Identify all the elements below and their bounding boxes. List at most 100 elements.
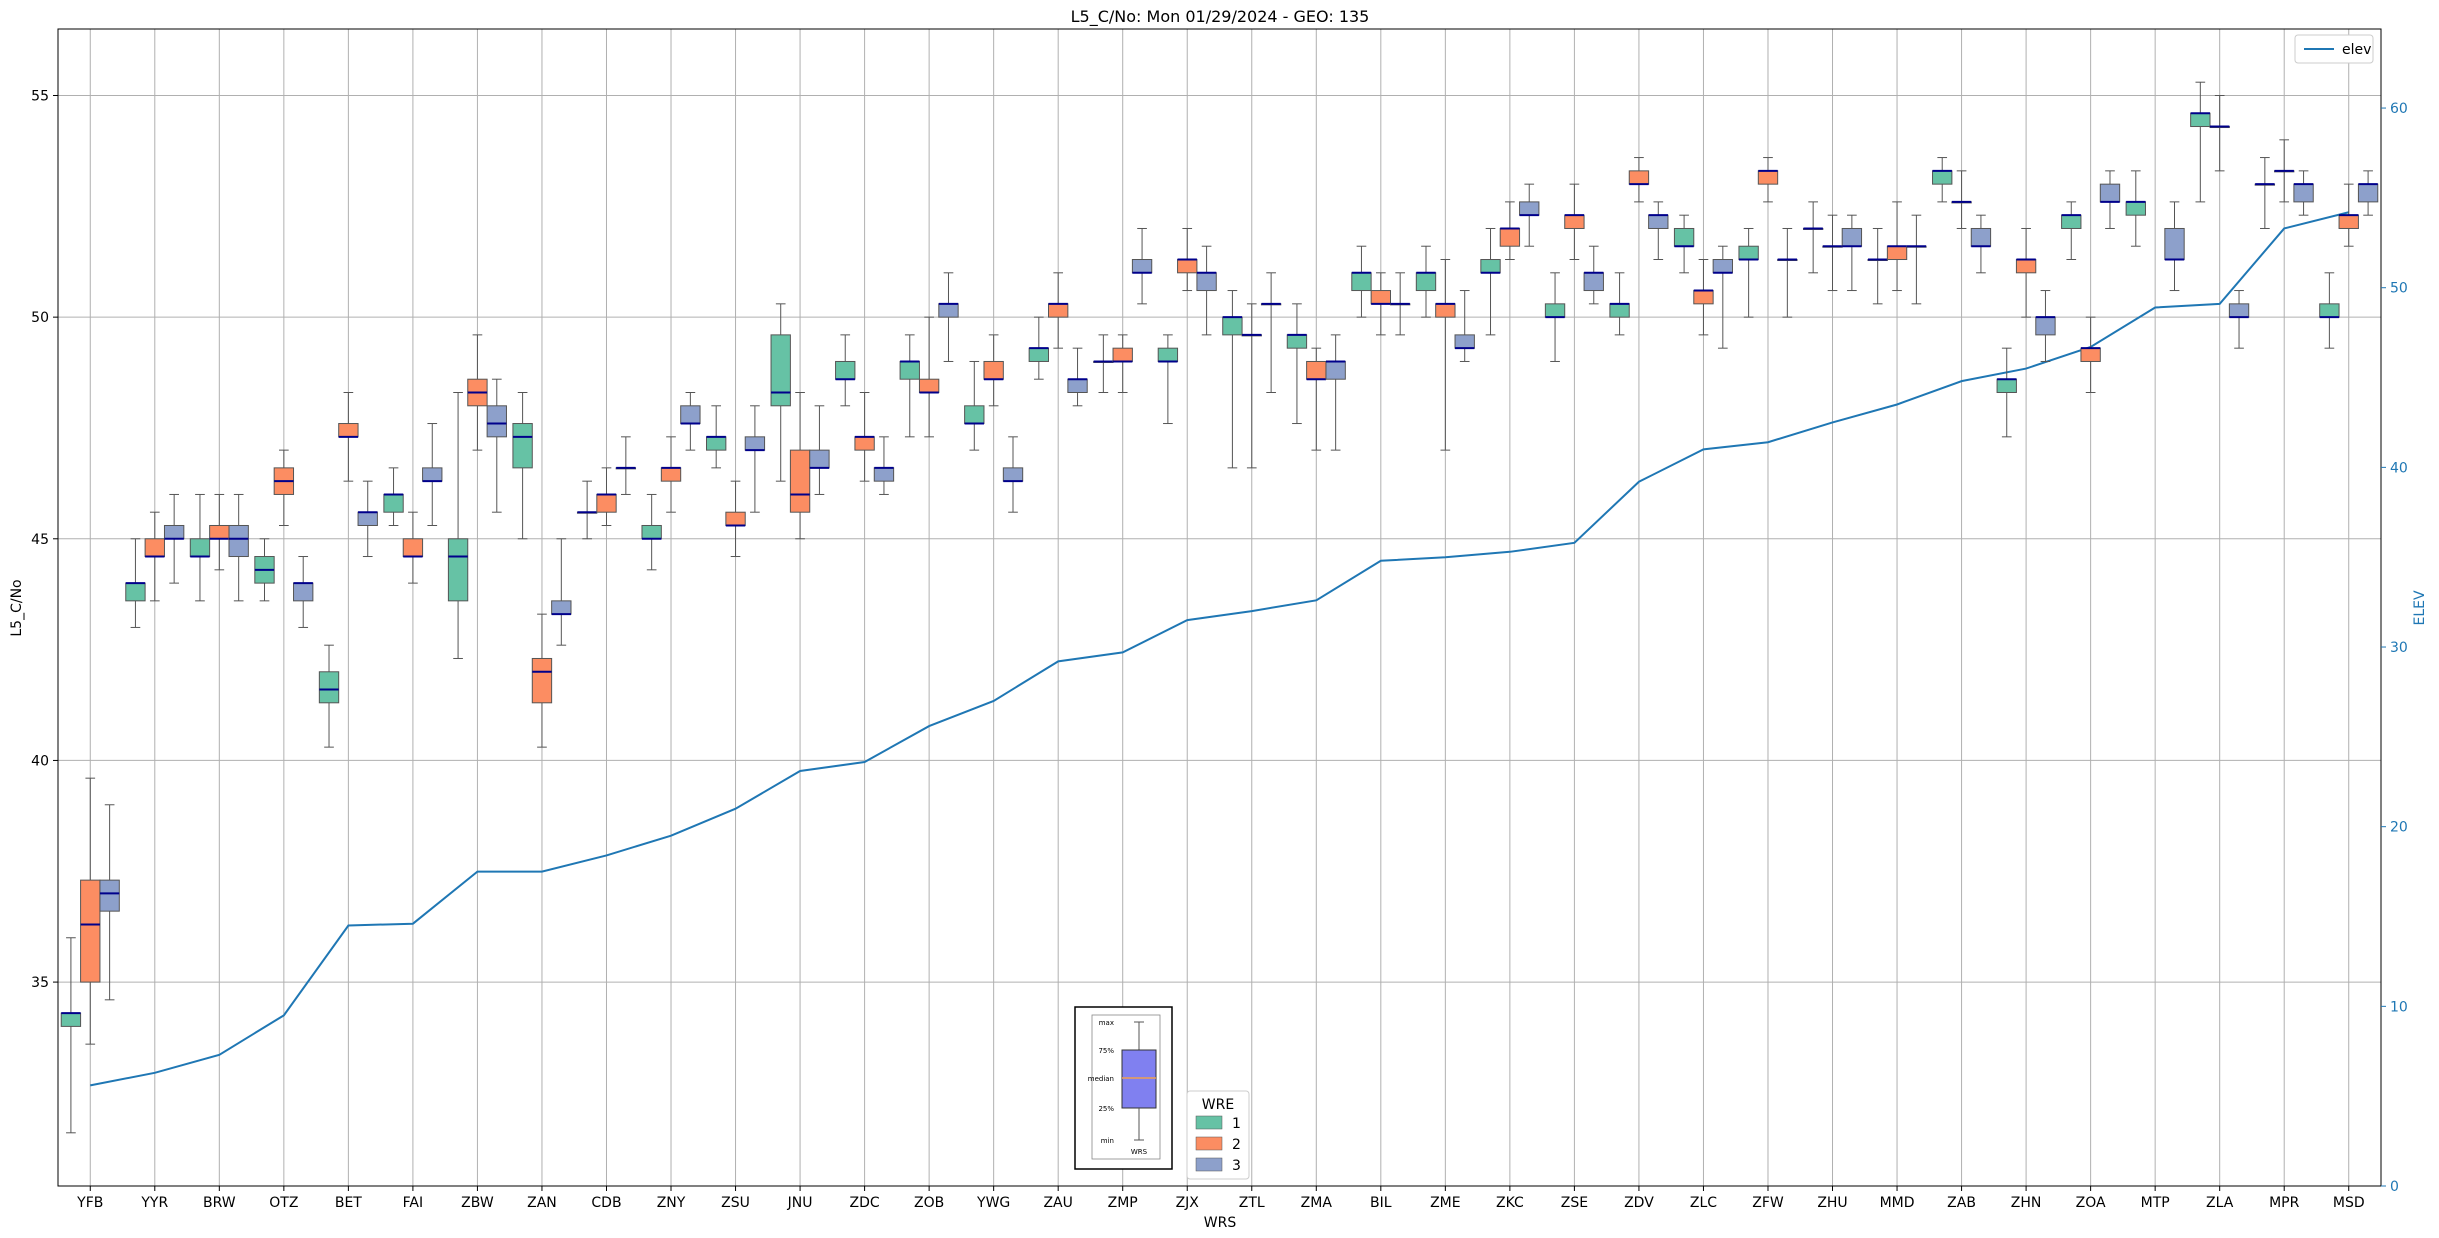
iqr-box bbox=[1028, 347, 1050, 362]
iqr-box bbox=[1499, 227, 1521, 247]
iqr-box bbox=[835, 360, 856, 380]
box-zbw-wre2 bbox=[467, 334, 488, 451]
iqr-box bbox=[1738, 245, 1759, 261]
box-zhu-wre2 bbox=[1822, 214, 1843, 292]
box-series bbox=[60, 81, 2379, 1134]
box-ywg-wre3 bbox=[1002, 436, 1024, 513]
box-zhu-wre1 bbox=[1802, 201, 1824, 274]
iqr-box bbox=[60, 1012, 82, 1027]
iqr-box bbox=[447, 538, 469, 602]
box-zkc-wre3 bbox=[1519, 183, 1540, 247]
x-tick-label: ZSU bbox=[721, 1195, 750, 1211]
y-tick-label: 55 bbox=[31, 88, 49, 104]
iqr-box bbox=[899, 360, 920, 380]
iqr-box bbox=[2164, 227, 2185, 261]
box-zau-wre3 bbox=[1067, 347, 1088, 407]
inset-label-q1: 25% bbox=[1098, 1105, 1114, 1113]
iqr-box bbox=[1306, 360, 1327, 380]
iqr-box bbox=[964, 405, 985, 425]
box-mpr-wre3 bbox=[2293, 170, 2314, 216]
wre-legend: WRE 1 2 3 bbox=[1186, 1090, 1250, 1180]
iqr-box bbox=[1932, 170, 1953, 185]
box-zkc-wre1 bbox=[1480, 227, 1501, 336]
box-zsu-wre1 bbox=[706, 405, 727, 469]
line-legend: elev bbox=[2294, 34, 2374, 64]
wre-legend-swatch-2 bbox=[1195, 1136, 1223, 1151]
x-tick-label: ZMP bbox=[1108, 1195, 1138, 1211]
box-zhn-wre2 bbox=[2015, 227, 2037, 318]
box-zbw-wre1 bbox=[447, 392, 469, 659]
iqr-box bbox=[486, 405, 507, 438]
iqr-box bbox=[338, 423, 359, 438]
box-cdb-wre3 bbox=[615, 436, 637, 495]
iqr-box bbox=[1131, 259, 1153, 274]
box-zse-wre3 bbox=[1583, 245, 1604, 305]
box-mpr-wre1 bbox=[2254, 157, 2276, 229]
iqr-box bbox=[2293, 183, 2314, 203]
box-zlc-wre1 bbox=[1673, 214, 1695, 274]
y-axis-label: L5_C/No bbox=[9, 579, 25, 636]
x-tick-label: ZDC bbox=[850, 1195, 880, 1211]
iqr-box bbox=[1415, 272, 1437, 292]
box-zma-wre3 bbox=[1325, 334, 1346, 451]
iqr-box bbox=[1325, 360, 1346, 380]
box-zny-wre3 bbox=[680, 392, 701, 451]
x-tick-label: BET bbox=[335, 1195, 362, 1211]
box-otz-wre1 bbox=[254, 538, 275, 602]
plot-frame bbox=[57, 28, 2382, 1187]
box-zan-wre1 bbox=[512, 392, 533, 540]
box-bil-wre1 bbox=[1351, 245, 1372, 318]
x-tick-label: ZLC bbox=[1690, 1195, 1717, 1211]
box-mmd-wre3 bbox=[1906, 214, 1927, 305]
x-tick-label: MSD bbox=[2333, 1195, 2365, 1211]
box-zlc-wre2 bbox=[1693, 259, 1714, 336]
x-tick-label: ZAB bbox=[1947, 1195, 1976, 1211]
box-zny-wre2 bbox=[660, 436, 682, 513]
y-tick-label: 50 bbox=[31, 310, 49, 326]
box-zse-wre2 bbox=[1564, 183, 1585, 261]
box-zoa-wre2 bbox=[2080, 316, 2101, 394]
x-tick-label: ZSE bbox=[1561, 1195, 1588, 1211]
wre-legend-title: WRE bbox=[1202, 1097, 1234, 1113]
box-yfb-wre2 bbox=[80, 777, 101, 1045]
box-ztl-wre2 bbox=[1241, 303, 1262, 469]
line-legend-label: elev bbox=[2342, 42, 2371, 58]
iqr-box bbox=[1370, 290, 1391, 305]
iqr-box bbox=[1067, 378, 1088, 394]
grid-lines bbox=[58, 29, 2381, 1186]
box-bet-wre3 bbox=[357, 480, 378, 558]
iqr-box bbox=[531, 657, 553, 704]
x-tick-label: YWG bbox=[976, 1195, 1010, 1211]
inset-label-q3: 75% bbox=[1098, 1047, 1114, 1055]
iqr-box bbox=[1454, 334, 1475, 349]
x-tick-label: ZOB bbox=[914, 1195, 944, 1211]
inset-label-min: min bbox=[1101, 1137, 1114, 1145]
box-zjx-wre2 bbox=[1177, 227, 1198, 292]
box-zhu-wre3 bbox=[1841, 214, 1863, 292]
box-bil-wre3 bbox=[1389, 272, 1411, 336]
box-mmd-wre2 bbox=[1886, 201, 1908, 292]
x-tick-label: ZLA bbox=[2206, 1195, 2234, 1211]
iqr-box bbox=[402, 538, 424, 558]
iqr-box bbox=[873, 467, 895, 482]
box-ywg-wre1 bbox=[964, 360, 985, 451]
iqr-box bbox=[1757, 170, 1779, 185]
box-zma-wre1 bbox=[1286, 303, 1308, 425]
box-yfb-wre3 bbox=[99, 804, 120, 1001]
box-zfw-wre3 bbox=[1777, 227, 1798, 318]
box-brw-wre1 bbox=[189, 493, 211, 602]
box-zhn-wre3 bbox=[2035, 290, 2056, 362]
box-yyr-wre1 bbox=[125, 538, 146, 628]
box-jnu-wre3 bbox=[809, 405, 830, 495]
box-otz-wre2 bbox=[273, 449, 295, 526]
wre-legend-label-2: 2 bbox=[1232, 1137, 1241, 1153]
box-yyr-wre3 bbox=[163, 493, 185, 584]
x-tick-label: MPR bbox=[2269, 1195, 2300, 1211]
x-axis-ticks: YFB YYR BRW OTZ BET FAI ZBW ZAN CDB ZNY ZSU JNU ZDC Z… bbox=[76, 1186, 2365, 1211]
box-zan-wre2 bbox=[531, 613, 553, 748]
wre-legend-swatch-3 bbox=[1195, 1157, 1223, 1172]
iqr-box bbox=[641, 524, 662, 540]
iqr-box bbox=[660, 467, 682, 482]
x-tick-label: ZHN bbox=[2011, 1195, 2042, 1211]
box-zse-wre1 bbox=[1544, 272, 1566, 362]
